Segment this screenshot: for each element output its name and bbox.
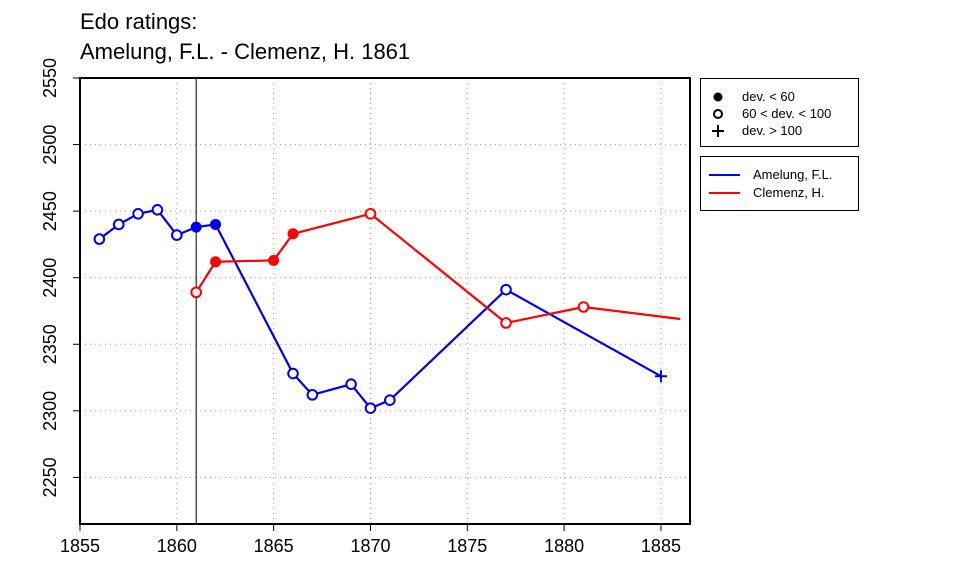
deviation-legend: dev. < 60 60 < dev. < 100 dev. > 100: [700, 78, 859, 147]
series-line-swatch: [709, 174, 740, 176]
deviation-legend-label: dev. < 60: [742, 89, 795, 104]
x-tick-label: 1865: [254, 536, 294, 556]
data-point-open: [151, 204, 164, 216]
x-tick-label: 1860: [157, 536, 197, 556]
series-legend-item-amelung: Amelung, F.L.: [701, 166, 858, 184]
data-point-open: [577, 301, 590, 313]
data-point-filled: [190, 221, 202, 233]
y-tick-label: 2300: [40, 391, 60, 431]
data-point-open: [132, 207, 144, 220]
series-legend-item-clemenz: Clemenz, H.: [701, 184, 858, 202]
data-point-filled: [268, 254, 280, 266]
deviation-legend-item-plus: dev. > 100: [701, 122, 858, 140]
data-point-open: [112, 218, 125, 231]
deviation-legend-label: 60 < dev. < 100: [742, 106, 832, 121]
series-line-clemenz: [195, 212, 681, 325]
data-point-plus: [654, 370, 667, 383]
plus-icon: [712, 125, 724, 137]
y-tick-label: 2350: [40, 324, 60, 364]
data-point-filled: [287, 228, 299, 240]
data-point-open: [500, 317, 512, 329]
data-point-filled: [210, 256, 222, 268]
series-legend-label: Clemenz, H.: [753, 185, 825, 200]
data-point-open: [306, 389, 319, 401]
y-tick-label: 2250: [40, 457, 60, 497]
series-legend-label: Amelung, F.L.: [753, 167, 833, 182]
deviation-legend-label: dev. > 100: [742, 123, 803, 138]
chart-title-line-2: Amelung, F.L. - Clemenz, H. 1861: [80, 39, 411, 64]
series-legend: Amelung, F.L. Clemenz, H.: [700, 156, 859, 211]
plot-frame: [79, 77, 691, 525]
y-tick-label: 2500: [40, 125, 60, 165]
data-point-open: [287, 367, 299, 380]
x-tick-label: 1870: [350, 536, 390, 556]
series-line-swatch: [709, 192, 740, 194]
data-point-open: [190, 286, 202, 299]
data-point-open: [93, 233, 106, 245]
data-point-open: [384, 394, 396, 406]
data-point-open: [364, 402, 377, 414]
deviation-legend-item-open: 60 < dev. < 100: [701, 105, 858, 123]
y-tick-label: 2550: [40, 58, 60, 98]
deviation-legend-item-filled: dev. < 60: [701, 88, 858, 106]
open-circle-icon: [713, 109, 723, 119]
filled-circle-icon: [713, 92, 723, 102]
y-tick-label: 2400: [40, 258, 60, 298]
data-point-open: [171, 229, 183, 241]
chart-title-line-1: Edo ratings:: [80, 9, 198, 34]
data-point-filled: [210, 218, 222, 230]
data-point-open: [500, 283, 512, 296]
x-tick-label: 1855: [60, 536, 100, 556]
data-point-open: [364, 207, 377, 220]
data-point-open: [345, 378, 357, 391]
x-tick-label: 1885: [641, 536, 681, 556]
y-tick-label: 2450: [40, 191, 60, 231]
x-tick-label: 1875: [447, 536, 487, 556]
x-tick-label: 1880: [544, 536, 584, 556]
